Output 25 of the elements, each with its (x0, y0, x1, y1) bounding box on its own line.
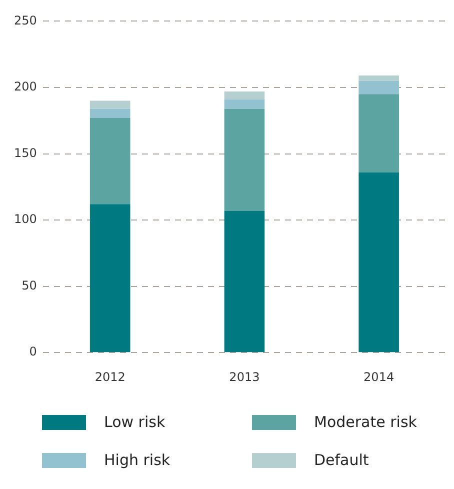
y-tick-label: 100 (14, 212, 37, 226)
y-tick-label: 250 (14, 13, 37, 28)
bar (224, 210, 265, 352)
bar (358, 76, 399, 81)
y-tick-label: 200 (14, 80, 37, 94)
y-tick-label: 0 (29, 344, 37, 359)
bar (90, 118, 130, 204)
x-tick-label: 2013 (229, 370, 260, 384)
y-tick-label: 150 (14, 146, 37, 160)
x-tick-label: 2012 (94, 370, 126, 384)
legend-label: Default (314, 451, 369, 469)
bar (224, 91, 265, 100)
legend-label: Low risk (104, 413, 166, 431)
bar (90, 100, 130, 109)
legend-label: High risk (104, 451, 170, 469)
bar (224, 108, 265, 211)
bar (358, 80, 399, 94)
bar (358, 172, 399, 352)
legend-label: Moderate risk (314, 413, 417, 431)
y-tick-label: 50 (22, 278, 37, 292)
bar (358, 94, 399, 172)
x-tick-label: 2014 (364, 370, 394, 384)
bar (90, 204, 130, 352)
bar (90, 108, 130, 118)
bar (224, 99, 265, 109)
